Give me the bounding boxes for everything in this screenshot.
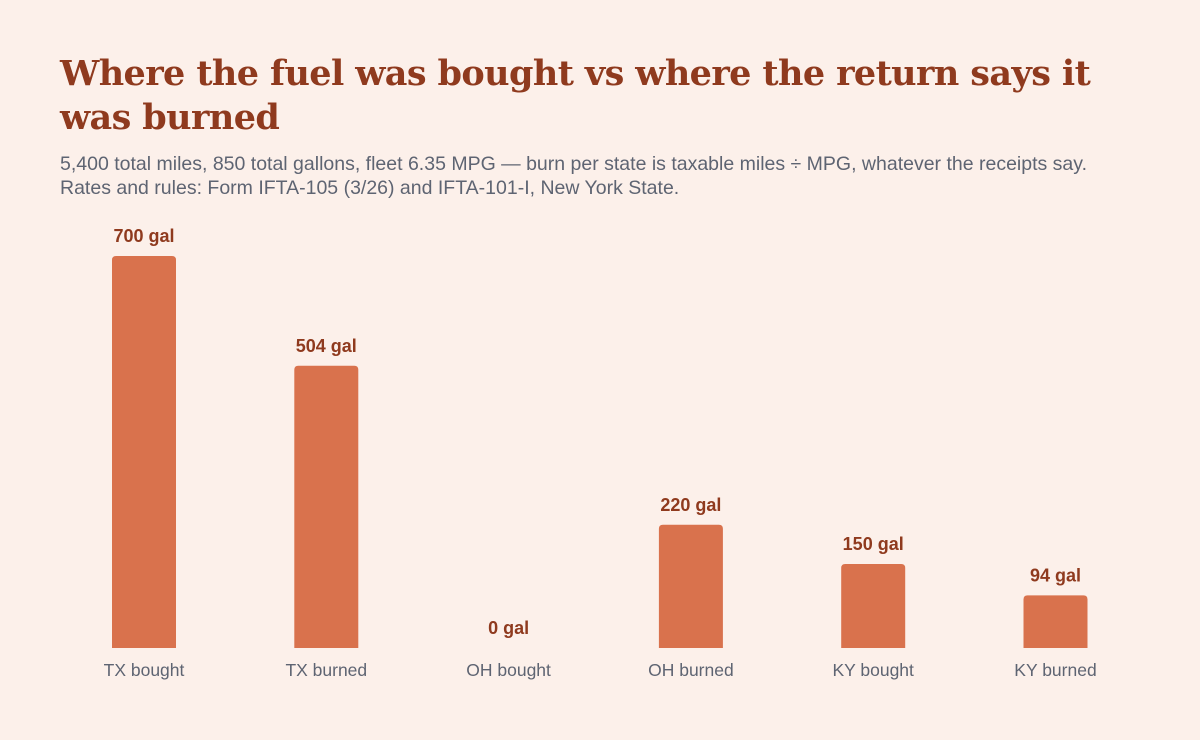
value-label-ky-burned: 94 gal [1030,565,1081,585]
chart-title: Where the fuel was bought vs where the r… [60,53,1091,138]
bar-ky-burned [1023,595,1088,648]
category-label-ky-bought: KY bought [832,660,914,680]
value-label-ky-bought: 150 gal [843,534,904,554]
value-label-oh-burned: 220 gal [660,495,721,515]
category-label-oh-bought: OH bought [466,660,551,680]
value-label-tx-burned: 504 gal [296,336,357,356]
category-label-tx-burned: TX burned [285,660,367,680]
bar-oh-burned [658,524,723,648]
bar-tx-burned [294,365,359,648]
category-label-tx-bought: TX bought [104,660,185,680]
value-label-tx-bought: 700 gal [113,226,174,246]
category-label-oh-burned: OH burned [648,660,734,680]
bar-ky-bought [841,564,906,648]
category-label-ky-burned: KY burned [1014,660,1096,680]
bar-tx-bought [112,256,176,648]
chart-subtitle: 5,400 total miles, 850 total gallons, fl… [60,153,1087,199]
value-label-oh-bought: 0 gal [488,618,529,638]
